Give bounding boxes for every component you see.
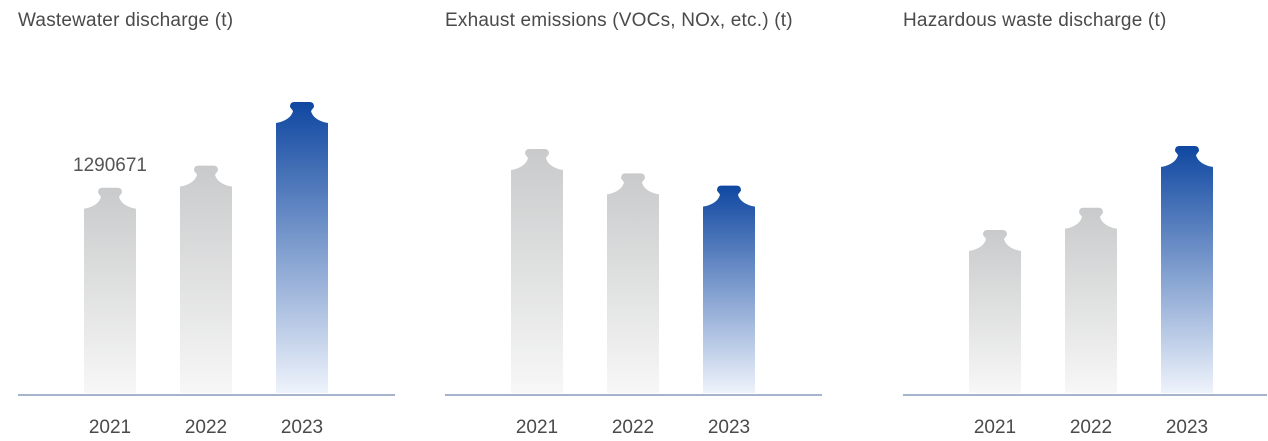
x-tick-label: 2021 [516, 417, 558, 438]
chart-svg: 2021 2022 2023 [445, 149, 822, 438]
bar-2021 [511, 149, 563, 393]
bar-2023 [276, 102, 328, 393]
bar-2021 [969, 229, 1021, 393]
chart-svg: 1290671 2021 2022 2023 [18, 102, 395, 438]
chart-title: Exhaust emissions (VOCs, NOx, etc.) (t) [445, 10, 793, 31]
chart-panel-wastewater: Wastewater discharge (t) 1290671 2021 2022… [18, 0, 396, 441]
data-label: 1290671 [73, 155, 147, 176]
x-tick-label: 2021 [974, 417, 1016, 438]
chart-panel-hazardous: Hazardous waste discharge (t) 2021 2022 20… [903, 0, 1268, 441]
bar-2022 [1065, 207, 1117, 393]
chart-title: Wastewater discharge (t) [18, 10, 234, 31]
bar-2021 [84, 187, 136, 393]
bar-2022 [607, 173, 659, 393]
bar-2023 [703, 185, 755, 393]
x-tick-label: 2023 [1166, 417, 1208, 438]
x-tick-label: 2023 [281, 417, 323, 438]
x-tick-label: 2023 [708, 417, 750, 438]
x-tick-label: 2022 [185, 417, 227, 438]
x-tick-label: 2022 [1070, 417, 1112, 438]
x-tick-label: 2022 [612, 417, 654, 438]
x-tick-label: 2021 [89, 417, 131, 438]
bar-2022 [180, 165, 232, 393]
bar-2023 [1161, 146, 1213, 393]
chart-svg: 2021 2022 2023 [903, 146, 1267, 438]
chart-panel-exhaust: Exhaust emissions (VOCs, NOx, etc.) (t) … [445, 0, 823, 441]
chart-title: Hazardous waste discharge (t) [903, 10, 1167, 31]
